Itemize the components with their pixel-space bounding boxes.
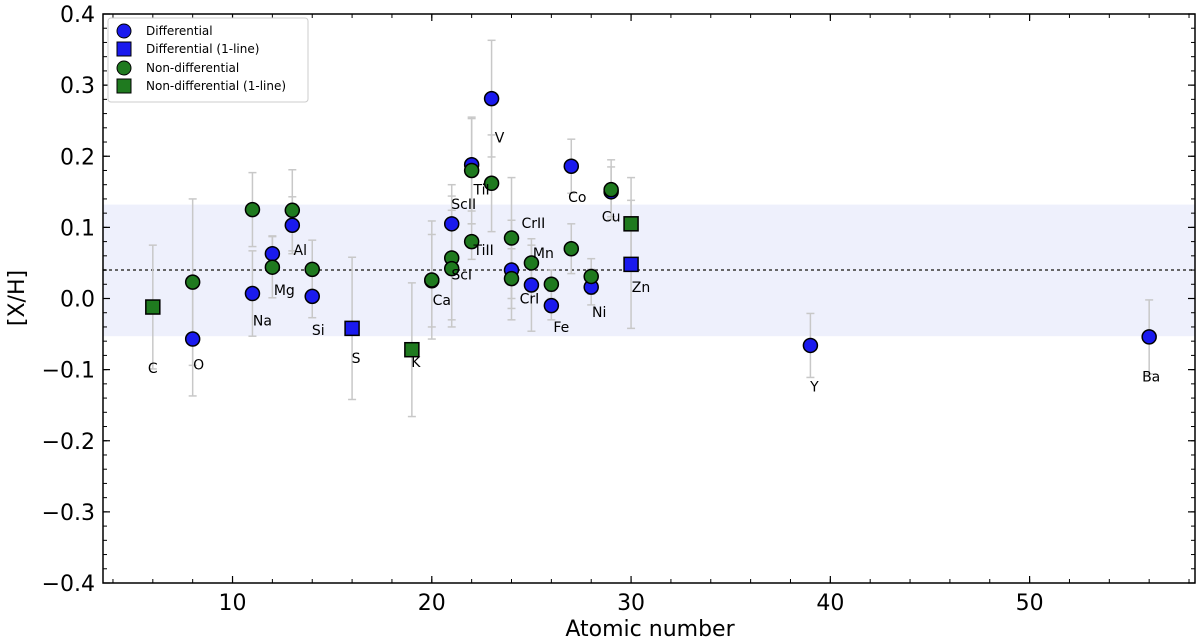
element-label: Ca [433,293,451,309]
data-point-differential [483,90,500,107]
data-point-differential [443,216,460,232]
data-point-differential [523,277,540,293]
element-label: Zn [632,280,650,296]
y-tick-label: −0.3 [42,501,95,526]
data-point-non-differential [603,181,619,198]
element-label: Mn [533,246,554,262]
element-label: CrI [520,291,540,307]
legend-label-non-differential-1line: Non-differential (1-line) [146,79,286,93]
element-label: Fe [553,320,569,336]
x-tick-label: 30 [617,591,645,616]
data-point-differential [304,288,320,305]
marker-layer [145,90,1157,358]
data-point-differential [563,158,580,174]
legend-marker-non-differential-1line [116,78,132,94]
y-tick-label: 0.1 [60,216,95,241]
data-point-non-differential [483,175,500,192]
data-point-non-differential [503,270,520,287]
data-point-non-differential-1line [623,216,639,232]
y-tick-label: −0.2 [42,430,95,455]
legend: Differential Differential (1-line) Non-d… [107,17,309,103]
data-point-non-differential [244,201,261,218]
data-point-differential [244,285,261,302]
x-tick-label: 20 [418,591,446,616]
x-tick-label: 10 [219,591,247,616]
element-label: K [411,355,421,371]
data-point-non-differential [184,274,201,290]
legend-marker-differential [116,23,132,39]
element-label: Co [568,190,586,206]
element-label: TiI [473,183,490,199]
y-tick-label: −0.1 [42,359,95,384]
data-point-differential-1line [344,320,360,337]
data-point-differential [284,217,301,233]
element-label: S [352,351,361,367]
y-tick-label: 0.0 [60,288,95,313]
y-tick-label: −0.4 [42,572,95,597]
legend-frame [107,17,309,103]
legend-marker-differential-1line [116,41,132,57]
data-point-differential [543,297,560,314]
y-axis-label: [X/H] [5,270,30,326]
data-point-non-differential [284,202,301,219]
data-point-non-differential-1line [404,341,420,358]
element-label: O [193,358,204,374]
element-label: ScI [451,267,472,283]
element-label: Y [809,380,819,396]
legend-label-non-differential: Non-differential [146,61,239,75]
data-point-non-differential [304,261,320,278]
element-label: Ni [592,305,606,321]
data-point-non-differential [463,233,480,250]
data-point-non-differential [543,276,560,293]
element-label: Mg [274,283,295,299]
element-label: Na [253,314,272,330]
element-label: Si [312,323,325,339]
axes-layer: −0.4 −0.3 −0.2 −0.1 0.0 0.1 0.2 0.3 0.4 10 20 30 40 5… [42,3,1196,616]
legend-label-differential-1line: Differential (1-line) [146,42,259,56]
data-point-differential [264,245,281,262]
y-tick-label: 0.4 [60,3,95,28]
legend-marker-non-differential [116,60,132,76]
data-point-non-differential-1line [145,299,161,315]
element-label: CrII [522,216,546,232]
data-point-differential [184,331,201,347]
y-tick-label: 0.2 [60,145,95,170]
x-tick-label: 50 [1016,591,1044,616]
element-label: Cu [602,210,621,226]
data-point-differential-1line [623,256,639,273]
data-point-non-differential [563,240,580,257]
data-point-non-differential [424,272,440,288]
data-point-non-differential [443,260,460,277]
element-label: ScII [451,197,476,213]
data-point-non-differential [463,162,480,179]
data-point-non-differential [523,255,540,271]
x-tick-label: 40 [816,591,844,616]
data-point-differential [802,337,819,354]
data-point-non-differential [583,268,599,285]
element-label: C [148,361,158,377]
x-axis-label: Atomic number [565,617,735,641]
element-label: Al [294,243,307,259]
element-label: TiII [472,243,493,259]
element-label: V [495,131,505,147]
data-point-non-differential [503,230,520,246]
data-point-non-differential [264,259,281,275]
y-tick-label: 0.3 [60,74,95,99]
data-point-differential [1141,329,1157,345]
legend-label-differential: Differential [146,24,213,38]
element-label: Ba [1142,370,1160,386]
